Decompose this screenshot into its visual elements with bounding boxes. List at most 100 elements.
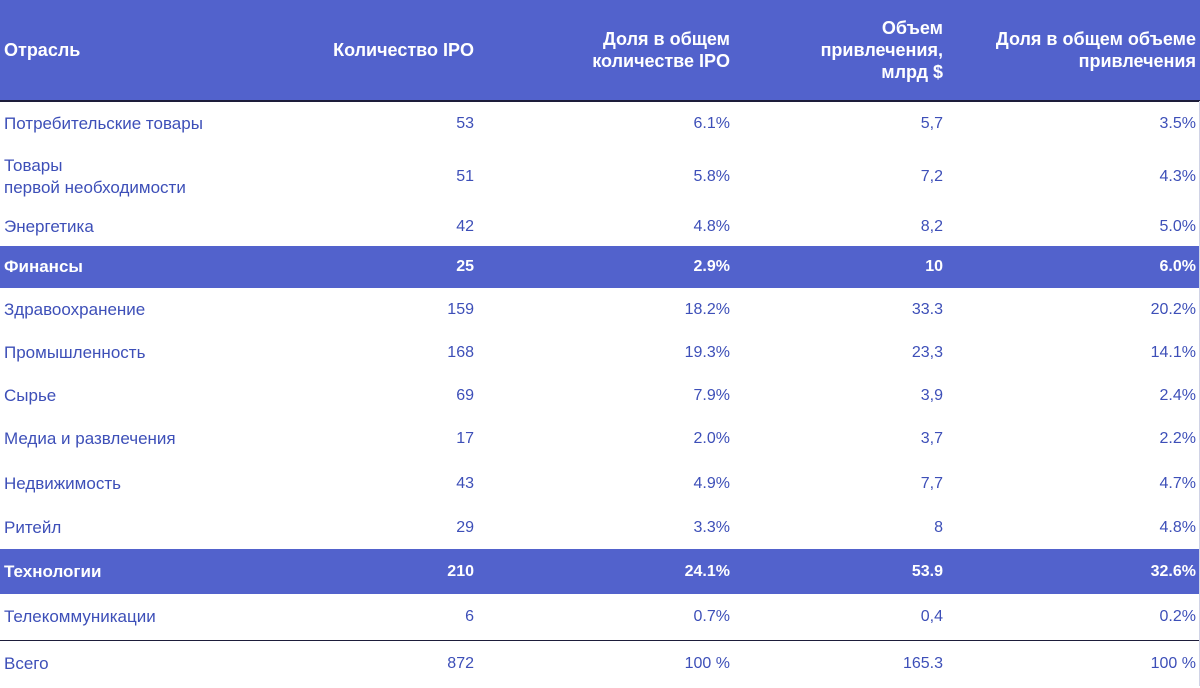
cell-share-volume: 5.0%	[1159, 217, 1196, 235]
table-row: Сырье 69 7.9% 3,9 2.4%	[0, 374, 1200, 417]
industry-name-line: Всего	[4, 654, 49, 674]
cell-share-volume: 100 %	[947, 639, 1200, 688]
cell-industry: Сырье	[0, 374, 278, 417]
header-share-volume-line: Доля в общем объеме	[995, 29, 1196, 49]
header-share-count-line: Доля в общем	[603, 29, 730, 49]
cell-volume: 5,7	[920, 115, 943, 132]
cell-ipo-count: 51	[456, 167, 474, 185]
table-row: Ритейл 29 3.3% 8 4.8%	[0, 506, 1200, 549]
cell-share-volume: 4.3%	[1159, 167, 1196, 185]
cell-ipo-count: 29	[456, 518, 474, 536]
cell-industry: Медиа и развлечения	[0, 417, 278, 461]
cell-ipo-count: 43	[456, 474, 474, 492]
cell-share-count: 7.9%	[693, 386, 730, 404]
cell-industry: Энергетика	[0, 207, 278, 246]
cell-ipo-count: 25	[456, 258, 474, 275]
cell-volume: 0,4	[920, 607, 943, 625]
cell-industry: Потребительские товары	[0, 101, 278, 146]
cell-share-count: 19.3%	[684, 343, 730, 361]
cell-share-count: 18.2%	[684, 300, 730, 318]
cell-ipo-count: 159	[447, 300, 474, 318]
cell-ipo-count: 53	[456, 115, 474, 132]
header-volume-line: млрд $	[881, 62, 943, 82]
industry-name-line: Потребительские товары	[4, 114, 203, 133]
table-row: Недвижимость 43 4.9% 7,7 4.7%	[0, 461, 1200, 506]
cell-share-count: 2.0%	[693, 430, 730, 447]
cell-industry: Промышленность	[0, 331, 278, 374]
header-ipo-count: Количество IPO	[278, 0, 478, 102]
cell-industry: Телекоммуникации	[0, 594, 278, 640]
cell-industry: Финансы	[0, 246, 278, 288]
cell-volume: 23,3	[911, 343, 943, 361]
header-industry: Отрасль	[0, 0, 278, 102]
cell-volume: 3,9	[920, 386, 943, 404]
cell-industry: Товары первой необходимости	[0, 146, 278, 207]
cell-volume: 10	[925, 258, 943, 275]
cell-share-count: 24.1%	[684, 562, 730, 580]
cell-share-count: 6.1%	[693, 115, 730, 132]
table-row: Товары первой необходимости 51 5.8% 7,2 4.3%	[0, 146, 1200, 207]
table-row-highlighted: Технологии 210 24.1% 53.9 32.6%	[0, 549, 1200, 594]
cell-share-volume: 6.0%	[1159, 258, 1196, 275]
cell-ipo-count: 210	[447, 562, 474, 580]
cell-volume: 8	[934, 518, 943, 536]
table-header: Отрасль Количество IPO Доля в общем количес…	[0, 0, 1200, 102]
header-volume: Объем привлечения, млрд $	[734, 0, 947, 102]
cell-industry: Ритейл	[0, 506, 278, 549]
cell-industry: Технологии	[0, 549, 278, 594]
table-row-highlighted: Финансы 25 2.9% 10 6.0%	[0, 246, 1200, 288]
header-share-count: Доля в общем количестве IPO	[478, 0, 734, 102]
cell-industry: Недвижимость	[0, 461, 278, 506]
industry-name-line: Промышленность	[4, 342, 146, 362]
cell-industry: Всего	[0, 639, 278, 688]
cell-share-count: 0.7%	[693, 607, 730, 625]
cell-ipo-count: 17	[456, 430, 474, 447]
cell-share-count: 2.9%	[693, 258, 730, 275]
cell-share-volume: 32.6%	[1150, 562, 1196, 580]
cell-volume: 7,7	[920, 474, 943, 492]
header-ipo-count-line: Количество IPO	[333, 40, 474, 60]
header-volume-line: привлечения,	[820, 40, 943, 60]
cell-share-count: 4.8%	[693, 217, 730, 235]
industry-name-line: Телекоммуникации	[4, 606, 156, 626]
header-volume-line: Объем	[881, 18, 943, 38]
table-row-total: Всего 872 100 % 165.3 100 %	[0, 639, 1200, 688]
industry-name-line: Энергетика	[4, 216, 94, 236]
cell-volume: 8,2	[920, 217, 943, 235]
industry-name-line: первой необходимости	[4, 177, 186, 197]
cell-share-volume: 2.2%	[1159, 430, 1196, 447]
industry-name-line: Медиа и развлечения	[4, 429, 176, 448]
table-body: Потребительские товары 53 6.1% 5,7 3.5% Товар…	[0, 101, 1200, 688]
table-row: Здравоохранение 159 18.2% 33.3 20.2%	[0, 288, 1200, 331]
table-row: Телекоммуникации 6 0.7% 0,4 0.2%	[0, 594, 1200, 640]
table-row: Медиа и развлечения 17 2.0% 3,7 2.2%	[0, 417, 1200, 461]
cell-share-count: 5.8%	[693, 167, 730, 185]
table-row: Промышленность 168 19.3% 23,3 14.1%	[0, 331, 1200, 374]
cell-industry: Здравоохранение	[0, 288, 278, 331]
cell-ipo-count: 168	[447, 343, 474, 361]
industry-name-line: Финансы	[4, 257, 83, 276]
cell-share-count: 4.9%	[693, 474, 730, 492]
cell-volume: 7,2	[920, 167, 943, 185]
cell-share-count: 100 %	[478, 639, 734, 688]
cell-share-volume: 3.5%	[1159, 115, 1196, 132]
cell-ipo-count: 6	[465, 607, 474, 625]
industry-name-line: Технологии	[4, 561, 102, 581]
industry-name-line: Сырье	[4, 385, 57, 405]
cell-share-volume: 4.8%	[1159, 518, 1196, 536]
cell-share-volume: 2.4%	[1159, 386, 1196, 404]
industry-name-line: Недвижимость	[4, 473, 121, 493]
header-share-count-line: количестве IPO	[592, 51, 730, 71]
header-row: Отрасль Количество IPO Доля в общем количес…	[0, 0, 1200, 102]
industry-name-line: Товары	[4, 155, 63, 175]
cell-ipo-count: 872	[278, 639, 478, 688]
header-share-volume: Доля в общем объеме привлечения	[947, 0, 1200, 102]
cell-share-volume: 14.1%	[1150, 343, 1196, 361]
cell-share-volume: 0.2%	[1159, 607, 1196, 625]
industry-name-line: Ритейл	[4, 517, 62, 537]
cell-ipo-count: 69	[456, 386, 474, 404]
header-share-volume-line: привлечения	[1078, 51, 1196, 71]
cell-share-volume: 20.2%	[1150, 300, 1196, 318]
